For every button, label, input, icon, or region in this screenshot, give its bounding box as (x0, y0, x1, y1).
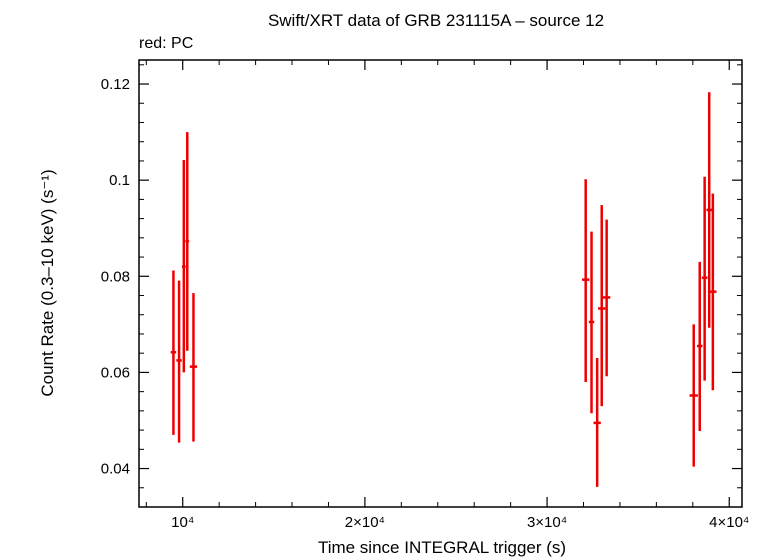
data-points (170, 92, 717, 487)
y-tick-label: 0.06 (101, 364, 130, 381)
x-tick-label: 10⁴ (171, 514, 194, 531)
data-point (603, 219, 611, 377)
y-tick-label: 0.04 (101, 461, 130, 478)
data-point (189, 293, 198, 442)
chart-subtitle: red: PC (139, 35, 193, 52)
axis-ticks: 10⁴ 2×10⁴ 3×10⁴ 4×10⁴ 0.04 0.06 0.08 0.1 0.12 (101, 60, 749, 531)
data-point (185, 132, 190, 351)
data-point (697, 261, 703, 432)
y-tick-label: 0.08 (101, 268, 130, 285)
data-point (181, 159, 186, 373)
data-point (582, 179, 590, 383)
x-tick-label: 3×10⁴ (527, 514, 567, 531)
x-tick-label: 4×10⁴ (709, 514, 749, 531)
data-point (706, 92, 712, 328)
data-point (593, 358, 601, 487)
y-tick-label: 0.1 (109, 172, 130, 189)
x-axis-label: Time since INTEGRAL trigger (s) (318, 538, 566, 557)
data-point (598, 205, 606, 407)
data-point (689, 324, 698, 467)
data-point (170, 270, 177, 435)
data-point (588, 231, 595, 414)
data-point (709, 193, 717, 391)
plot-frame (138, 59, 743, 508)
data-point (701, 176, 708, 381)
data-point (176, 280, 182, 443)
y-tick-label: 0.12 (101, 76, 130, 93)
y-axis-label: Count Rate (0.3–10 keV) (s⁻¹) (38, 169, 57, 396)
x-tick-label: 2×10⁴ (345, 514, 385, 531)
chart-title: Swift/XRT data of GRB 231115A – source 1… (268, 11, 604, 30)
